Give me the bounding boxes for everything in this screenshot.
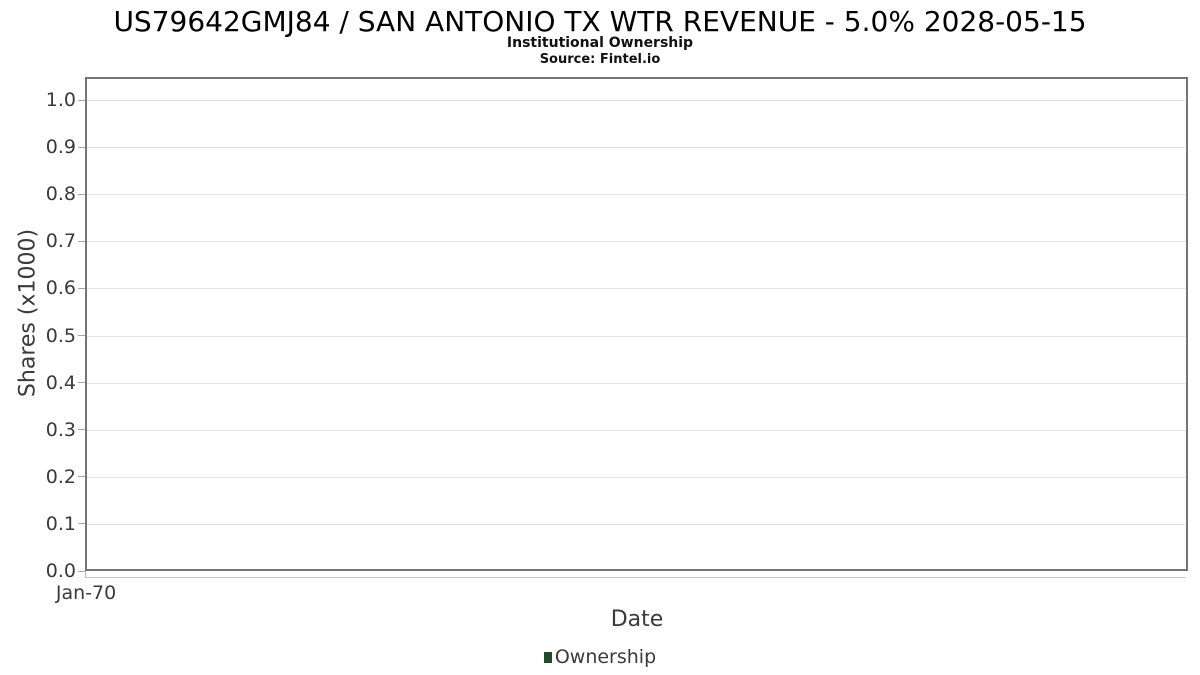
y-axis-tick-label: 0.2	[45, 465, 76, 488]
y-gridline	[87, 382, 1186, 384]
y-axis-tick-label: 0.1	[45, 512, 76, 535]
y-gridline	[87, 100, 1186, 101]
y-axis-tick	[78, 382, 85, 384]
y-axis-tick	[78, 193, 85, 195]
y-gridline	[87, 335, 1186, 337]
y-axis-tick	[78, 570, 85, 572]
chart-source: Source: Fintel.io	[539, 52, 661, 67]
y-axis-tick	[78, 523, 85, 525]
x-axis-title: Date	[610, 607, 664, 632]
legend: Ownership	[0, 644, 1200, 670]
y-axis-tick-label: 0.7	[45, 230, 76, 253]
plot-area	[85, 77, 1188, 571]
y-axis-tick	[78, 476, 85, 478]
y-axis-tick-label: 0.8	[45, 183, 76, 206]
y-gridline	[87, 241, 1186, 243]
y-gridline	[87, 476, 1186, 478]
legend-marker-icon	[543, 651, 552, 663]
y-gridline	[87, 523, 1186, 525]
y-axis-tick	[78, 287, 85, 289]
x-axis-line	[85, 577, 1186, 578]
chart-subtitle: Institutional Ownership	[506, 35, 694, 51]
legend-label: Ownership	[554, 646, 657, 668]
y-axis-tick	[78, 99, 85, 101]
y-axis-tick-label: 1.0	[45, 89, 76, 111]
x-axis-tick	[85, 571, 86, 578]
y-gridline	[87, 429, 1186, 431]
y-axis-tick-label: 0.4	[45, 371, 76, 394]
y-axis-tick	[78, 146, 85, 148]
y-axis-tick	[78, 335, 85, 336]
y-axis-tick	[78, 240, 85, 242]
y-axis-tick	[78, 429, 85, 431]
y-gridline	[87, 288, 1186, 290]
y-axis-tick-label: 0.0	[45, 560, 76, 582]
y-gridline	[87, 194, 1186, 196]
chart-title: US79642GMJ84 / SAN ANTONIO TX WTR REVENU…	[113, 5, 1087, 38]
y-axis-tick-label: 0.5	[45, 324, 76, 347]
y-gridline	[87, 147, 1186, 149]
y-axis-tick-label: 0.6	[45, 277, 76, 300]
x-axis-tick-label: Jan-70	[55, 582, 117, 604]
y-axis-tick-label: 0.9	[45, 136, 76, 159]
y-axis-tick-label: 0.3	[45, 418, 76, 441]
